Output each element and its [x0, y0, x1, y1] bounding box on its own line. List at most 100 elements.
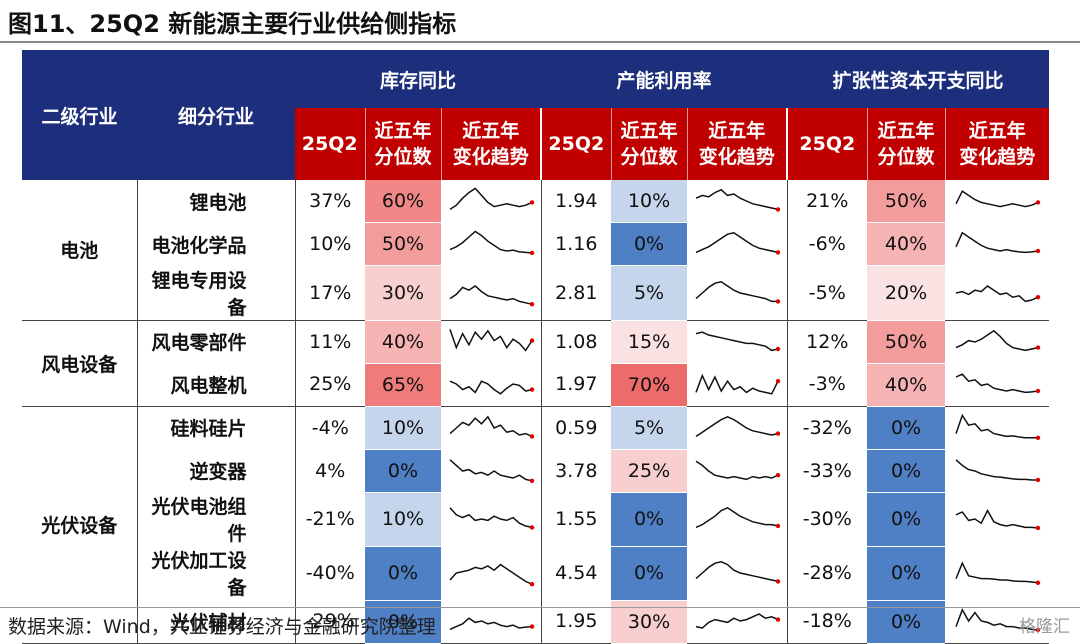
inv-trend-sparkline — [441, 265, 542, 321]
sparkline-path — [955, 190, 1039, 208]
inv-trend-sparkline — [441, 320, 542, 363]
sparkline-path — [695, 189, 778, 211]
sparkline-path — [955, 284, 1039, 302]
exp-trend-sparkline — [945, 449, 1049, 492]
exp-percentile: 40% — [867, 363, 946, 407]
subheader-cap-pct: 近五年 分位数 — [611, 108, 688, 180]
subheader-exp-q: 25Q2 — [787, 108, 868, 180]
header-group-inventory: 库存同比 — [295, 50, 542, 108]
cap-trend-sparkline — [687, 265, 788, 321]
inv-value: -40% — [305, 562, 355, 584]
inv-percentile: 60% — [365, 180, 441, 223]
inv-percentile: 65% — [365, 363, 441, 407]
sparkline-path — [955, 373, 1039, 394]
cap-value: 1.94 — [555, 190, 598, 213]
header-group-capex: 扩张性资本开支同比 — [787, 50, 1050, 108]
header-level2: 细分行业 — [137, 50, 295, 180]
watermark-logo: 格隆汇 — [1019, 617, 1070, 637]
sparkline-path — [449, 563, 533, 585]
exp-value: -30% — [802, 508, 852, 530]
sparkline-path — [449, 415, 533, 437]
inv-percentile: 10% — [365, 406, 441, 450]
inv-trend-sparkline — [441, 492, 542, 546]
sparkline-end-dot — [775, 346, 780, 351]
inv-trend-sparkline — [441, 180, 542, 223]
table-row: 电池 锂电池 37% 60% 1.94 10% 21% 50% — [22, 180, 1049, 321]
sparkline-path — [955, 231, 1039, 254]
subheader-cap-q: 25Q2 — [541, 108, 612, 180]
exp-value: 21% — [806, 190, 849, 213]
header-group-capacity: 产能利用率 — [541, 50, 788, 108]
sparkline-end-dot — [1035, 477, 1041, 482]
sparkline-end-dot — [1035, 200, 1041, 205]
cap-percentile: 10% — [611, 180, 688, 223]
cap-value: 1.55 — [555, 508, 598, 530]
sparkline-path — [449, 230, 532, 254]
table-row: 风电整机 25% 65% 1.97 70% -3% 40% — [22, 363, 1050, 407]
inv-value: -21% — [305, 508, 355, 530]
cap-trend-sparkline — [687, 320, 788, 363]
cap-percentile: 25% — [611, 449, 688, 493]
sparkline-end-dot — [775, 207, 780, 212]
sparkline-path — [449, 458, 532, 482]
sparkline-path — [449, 187, 533, 211]
cap-percentile: 5% — [611, 406, 688, 450]
level2-industry: 光伏加工设备 — [137, 546, 296, 600]
level1-industry: 风电设备 — [22, 320, 138, 407]
exp-percentile: 40% — [867, 222, 946, 266]
level2-industry: 风电零部件 — [137, 320, 296, 363]
inv-percentile: 0% — [365, 449, 441, 493]
header-level1: 二级行业 — [22, 50, 137, 180]
cap-value: 0.59 — [555, 416, 598, 439]
level2-industry: 硅料硅片 — [137, 406, 296, 449]
sparkline-end-dot — [529, 250, 534, 256]
sparkline-path — [955, 413, 1039, 439]
level2-industry: 锂电专用设备 — [137, 265, 296, 321]
sparkline-end-dot — [529, 624, 534, 630]
sparkline-path — [695, 415, 778, 437]
sparkline-end-dot — [529, 301, 534, 306]
inv-value: 11% — [309, 330, 352, 353]
sparkline-end-dot — [775, 579, 780, 584]
sparkline-end-dot — [1035, 389, 1041, 394]
sparkline-end-dot — [1035, 345, 1041, 350]
table-row: 光伏电池组件 -21% 10% 1.55 0% -30% 0% — [22, 492, 1049, 547]
inv-value: 17% — [295, 265, 365, 321]
sparkline-end-dot — [1035, 628, 1041, 633]
inv-percentile: 30% — [365, 265, 441, 321]
subheader-exp-pct: 近五年 分位数 — [867, 108, 946, 180]
cap-trend-sparkline — [687, 363, 788, 407]
table-row: 逆变器 4% 0% 3.78 25% -33% 0% — [22, 449, 1049, 493]
cap-value: 1.97 — [541, 363, 612, 407]
exp-trend-sparkline — [945, 180, 1049, 223]
sparkline-path — [695, 506, 778, 529]
cap-trend-sparkline — [687, 449, 788, 492]
sparkline-end-dot — [775, 379, 780, 384]
inv-value: 25% — [295, 363, 365, 407]
inv-value: 4% — [315, 459, 346, 482]
exp-trend-sparkline — [945, 363, 1050, 407]
sparkline-path — [449, 380, 532, 395]
subheader-inv-q: 25Q2 — [295, 108, 366, 180]
sparkline-path — [695, 331, 778, 351]
sparkline-end-dot — [529, 387, 534, 393]
cap-trend-sparkline — [687, 180, 788, 223]
level2-industry: 锂电池 — [137, 180, 296, 223]
exp-percentile: 20% — [867, 265, 946, 321]
inv-value: 10% — [309, 233, 352, 255]
table-row: 风电设备 风电零部件 11% 40% 1.08 15% 12% 50% — [22, 320, 1049, 407]
level2-industry: 光伏电池组件 — [137, 492, 296, 546]
cap-percentile: 0% — [611, 492, 688, 547]
sparkline-path — [695, 460, 779, 480]
cap-percentile: 0% — [611, 546, 688, 601]
exp-value: -32% — [802, 416, 852, 439]
exp-value: -3% — [787, 363, 868, 407]
inv-trend-sparkline — [441, 363, 542, 407]
sparkline-end-dot — [775, 472, 780, 477]
sparkline-path — [955, 329, 1039, 351]
inv-percentile: 10% — [365, 492, 441, 547]
sparkline-path — [695, 231, 778, 254]
sparkline-path — [449, 507, 532, 529]
inv-trend-sparkline — [441, 406, 542, 449]
exp-value: -28% — [802, 562, 852, 584]
